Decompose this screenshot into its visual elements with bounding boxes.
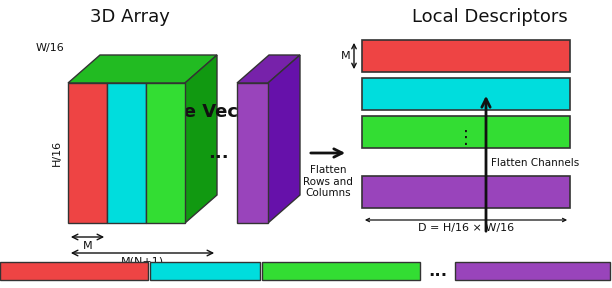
Polygon shape xyxy=(237,83,268,223)
Bar xyxy=(0,262,148,280)
Text: M(N+1): M(N+1) xyxy=(121,257,164,267)
Text: H/16: H/16 xyxy=(52,140,62,166)
Polygon shape xyxy=(185,55,217,223)
Polygon shape xyxy=(68,83,107,223)
Bar xyxy=(362,116,570,148)
Polygon shape xyxy=(68,55,217,83)
Bar xyxy=(455,262,610,280)
Polygon shape xyxy=(146,83,185,223)
Text: D = H/16 × W/16: D = H/16 × W/16 xyxy=(418,223,514,233)
Text: M: M xyxy=(83,241,92,251)
Bar xyxy=(362,40,570,72)
Bar xyxy=(362,176,570,208)
Text: ...: ... xyxy=(207,144,228,162)
Text: W/16: W/16 xyxy=(35,43,64,53)
Bar xyxy=(262,262,420,280)
Bar xyxy=(150,262,260,280)
Text: M: M xyxy=(341,51,351,61)
Polygon shape xyxy=(107,83,146,223)
Text: ...: ... xyxy=(428,262,447,280)
Text: Local Descriptors: Local Descriptors xyxy=(412,8,568,26)
Text: ⋮: ⋮ xyxy=(457,129,475,147)
Text: Single Vector: Single Vector xyxy=(133,103,267,121)
Polygon shape xyxy=(268,55,300,223)
Bar xyxy=(362,78,570,110)
Text: 3D Array: 3D Array xyxy=(90,8,170,26)
Polygon shape xyxy=(237,55,300,83)
Text: Flatten Channels: Flatten Channels xyxy=(491,158,579,168)
Text: Flatten
Rows and
Columns: Flatten Rows and Columns xyxy=(303,165,353,198)
